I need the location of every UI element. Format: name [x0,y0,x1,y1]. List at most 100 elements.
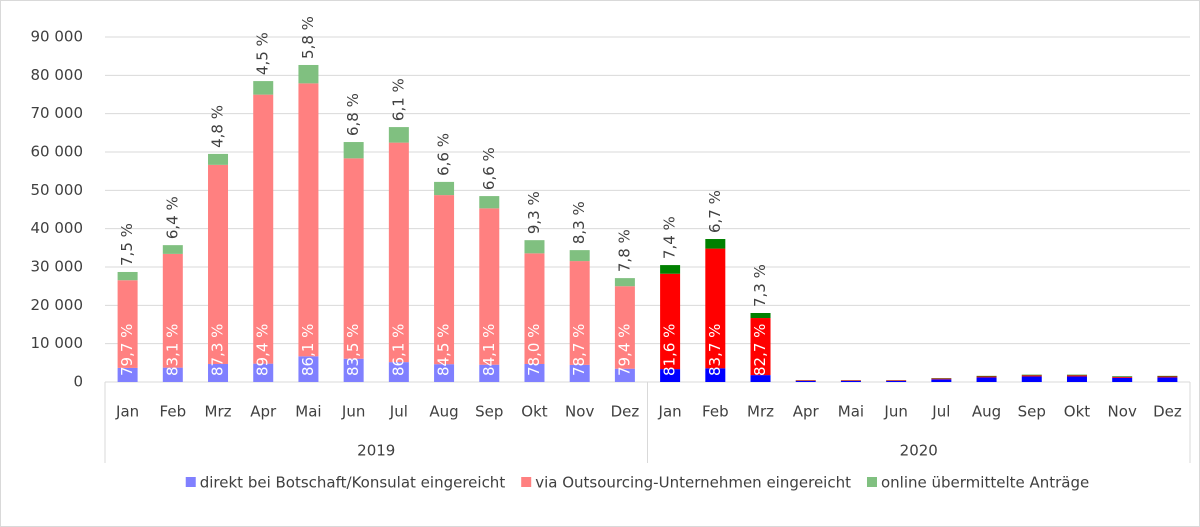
bar-segment [569,250,590,262]
share-label: 4,8 % [209,105,227,148]
bar-segment [750,313,771,319]
share-label-inside: 84,5 % [435,324,453,376]
x-tick-label: Jun [341,403,365,421]
bar-segment [343,142,364,159]
share-label-inside: 82,7 % [751,324,769,376]
bar-segment [795,380,816,382]
share-label: 7,3 % [751,264,769,307]
y-tick-label: 30 000 [31,258,84,276]
x-tick-label: Jul [931,403,950,421]
share-label: 7,8 % [615,229,633,272]
share-label-inside: 83,7 % [706,324,724,376]
share-label-inside: 83,1 % [163,324,181,376]
bar-segment [750,375,771,382]
x-tick-label: Feb [702,403,729,421]
y-tick-label: 20 000 [31,296,84,314]
x-tick-label: Jan [115,403,139,421]
share-label: 6,4 % [163,196,181,239]
bar-segment [388,362,409,382]
y-tick-label: 50 000 [31,181,84,199]
x-tick-label: Mai [838,403,864,421]
x-tick-label: Apr [250,403,277,421]
bar-segment [976,377,997,382]
share-label-inside: 84,1 % [480,324,498,376]
y-tick-label: 10 000 [31,334,84,352]
bar-segment [524,363,545,382]
x-tick-label: Sep [475,403,503,421]
bar-segment [1157,375,1178,377]
bar-segment [208,153,229,165]
x-tick-label: Jan [658,403,682,421]
bar-segment [1066,375,1087,377]
share-label: 8,3 % [570,201,588,244]
bar-segment [253,94,274,364]
share-label: 9,3 % [525,191,543,234]
legend-swatch [521,477,532,487]
bar-segment [343,358,364,382]
x-tick-label: Aug [972,403,1001,421]
share-label: 7,4 % [661,216,679,259]
bar-segment [208,164,229,364]
bar-segment [795,380,816,381]
y-tick-label: 60 000 [31,143,84,161]
share-label-inside: 81,6 % [661,324,679,376]
legend-label: via Outsourcing-Unternehmen eingereicht [535,474,851,492]
bar-segment [614,368,635,382]
bar-segment [162,253,183,368]
bar-segment [479,196,500,209]
bar-segment [524,253,545,364]
bar-segment [569,261,590,365]
bar-segment [1112,377,1133,382]
bar-segment [298,64,319,84]
bar-segment [1112,376,1133,377]
bar-segment [253,363,274,382]
bar-segment [660,369,681,382]
x-tick-label: Okt [1064,403,1090,421]
share-label: 6,6 % [480,147,498,190]
x-tick-label: Aug [429,403,458,421]
share-label-inside: 78,7 % [570,324,588,376]
share-label-inside: 86,1 % [299,324,317,376]
bar-segment [434,364,455,382]
share-label-inside: 83,5 % [344,324,362,376]
share-label: 7,5 % [118,223,136,266]
bar-segment [434,181,455,196]
x-tick-label: Feb [160,403,187,421]
x-tick-label: Mrz [747,403,774,421]
bar-segment [253,81,274,95]
share-label: 6,7 % [706,190,724,233]
bar-segment [117,367,138,382]
bar-segment [614,286,635,369]
bar-segment [208,363,229,382]
x-tick-label: Jun [883,403,907,421]
x-tick-label: Okt [521,403,547,421]
bar-segment [388,142,409,363]
y-tick-label: 90 000 [31,28,84,46]
share-label: 4,5 % [254,32,272,75]
share-label-inside: 87,3 % [209,324,227,376]
bar-segment [479,208,500,365]
legend-label: direkt bei Botschaft/Konsulat eingereich… [200,474,506,492]
y-tick-label: 0 [73,373,83,391]
share-label-inside: 79,4 % [615,324,633,376]
bar-segment [886,380,907,382]
bar-segment [931,379,952,382]
bar-segment [117,271,138,281]
bar-segment [1066,376,1087,382]
bar-segment [388,127,409,143]
bar-segment [840,380,861,382]
x-tick-label: Dez [1153,403,1182,421]
x-tick-label: Nov [1108,403,1137,421]
group-label: 2019 [357,442,395,460]
bar-segment [569,364,590,382]
bar-segment [840,380,861,381]
share-label-inside: 89,4 % [254,324,272,376]
share-label-inside: 78,0 % [525,324,543,376]
bar-segment [614,278,635,287]
x-tick-label: Dez [611,403,640,421]
share-label: 6,1 % [389,78,407,121]
bar-segment [886,380,907,381]
bar-segment [524,240,545,254]
bar-segment [1021,375,1042,377]
